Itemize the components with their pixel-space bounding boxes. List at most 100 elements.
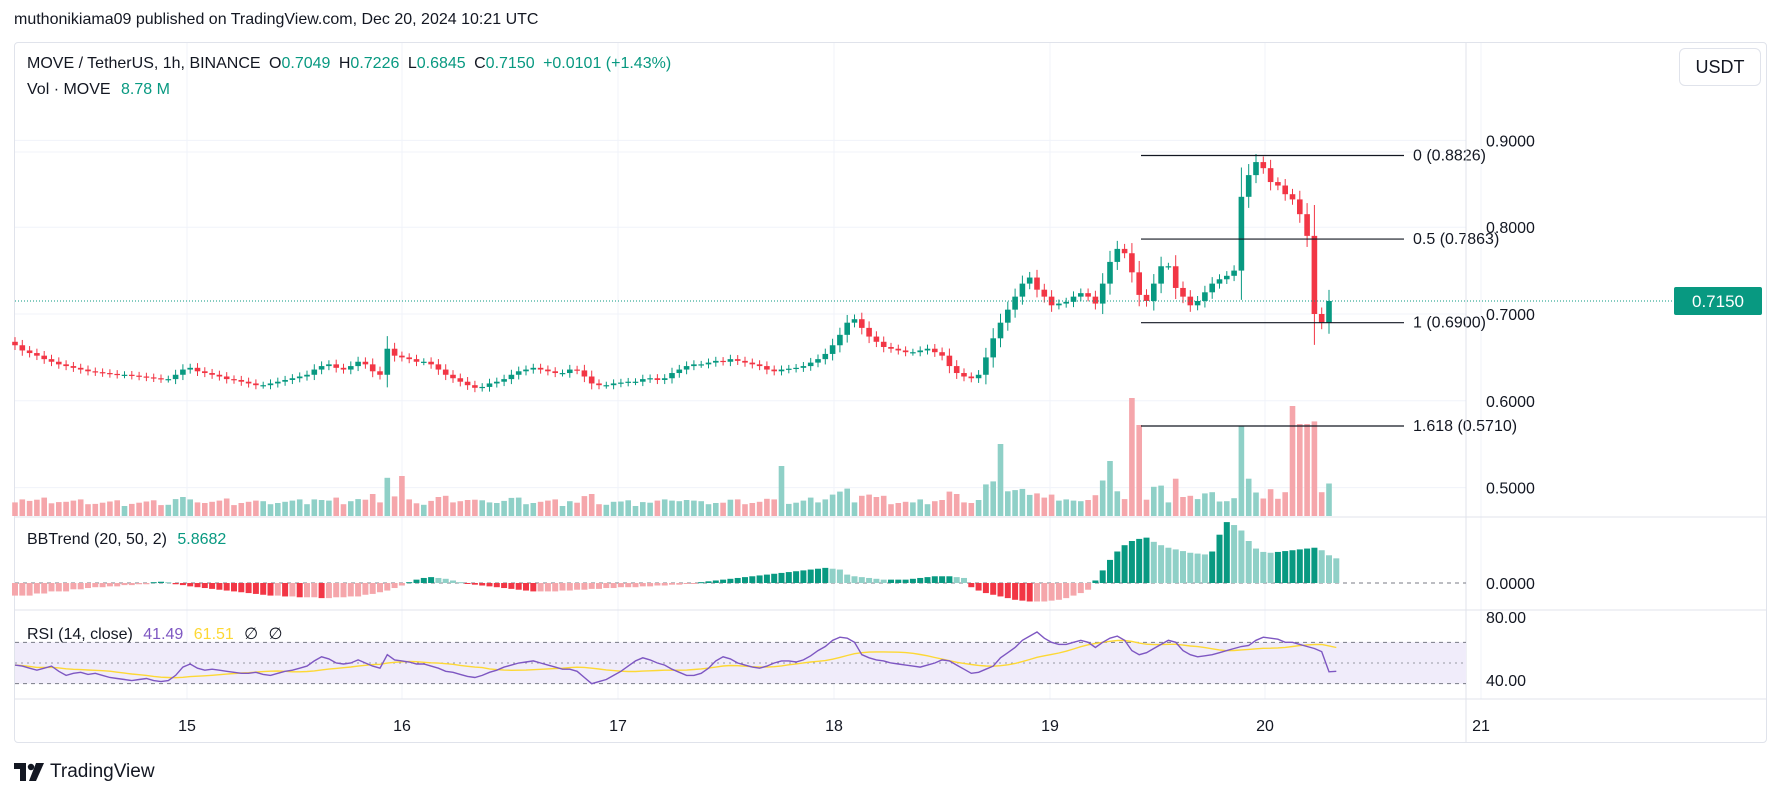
rsi-label[interactable]: RSI (14, close) [27,626,133,643]
bbtrend-bar [1304,548,1311,583]
volume-bar [1048,494,1055,516]
candle-body [888,346,894,349]
volume-bar [691,500,697,516]
candle-body [771,369,777,372]
candle-body [567,369,573,374]
bbtrend-bar [1041,583,1048,602]
bbtrend-bar [355,583,362,597]
candle-body [63,364,69,367]
bbtrend-bar [311,583,318,598]
bbtrend-bar [179,583,186,586]
bbtrend-bar [1238,530,1245,583]
bbtrend-bar [1289,550,1296,583]
candle-body [1326,300,1332,323]
candle-body [494,381,500,384]
candle-body [523,369,529,372]
candle-body [1245,175,1252,197]
candle-body [1304,214,1310,236]
bbtrend-bar [822,567,829,583]
volume-bar [1114,491,1121,516]
bbtrend-bar [756,575,763,583]
price-tick-label: 0.6000 [1486,394,1535,411]
bbtrend-bar [158,581,164,583]
candle-body [1209,283,1215,293]
volume-bar [238,503,245,516]
candle-body [399,355,405,358]
candle-body [713,360,719,363]
candle-body [691,364,697,367]
candle-body [1048,296,1055,306]
candle-body [880,341,887,347]
volume-bar [625,500,631,516]
bbtrend-bar [413,579,420,583]
candle-body [756,364,763,367]
volume-bar [1304,424,1310,516]
bbtrend-bar [676,583,683,585]
candle-body [1172,266,1179,288]
candle-body [1253,162,1259,176]
bbtrend-bar [1092,580,1099,583]
bbtrend-bar [55,583,62,592]
bbtrend-bar [1026,583,1033,602]
bbtrend-label[interactable]: BBTrend (20, 50, 2) [27,531,167,548]
volume-value: 8.78 M [121,81,170,98]
candle-body [41,355,47,360]
volume-bar [567,501,573,516]
volume-label[interactable]: Vol · MOVE [27,81,111,98]
bbtrend-bar [19,583,26,596]
bbtrend-bar [48,583,55,592]
high-label: H [338,55,351,72]
candle-body [245,381,252,384]
candle-body [1158,266,1164,284]
volume-bars [12,398,1332,516]
bbtrend-bar [274,583,281,596]
candle-body [1070,296,1077,302]
candle-body [829,345,836,354]
candle-body [19,345,26,351]
candle-body [727,359,734,362]
volume-bar [275,503,281,516]
bbtrend-bar [41,583,48,594]
volume-bar [158,505,164,516]
bbtrend-bar [136,583,143,585]
bbtrend-bar [1209,551,1216,583]
bbtrend-bar [1099,570,1106,583]
bbtrend-bar [836,569,843,583]
candle-body [596,383,602,386]
currency-button[interactable]: USDT [1679,48,1761,86]
candle-body [99,372,106,374]
volume-bar [552,499,558,516]
bbtrend-bar [1172,549,1179,583]
candle-body [603,385,610,387]
candle-body [435,364,442,370]
volume-bar [121,506,128,516]
bbtrend-bar [800,570,807,583]
bbtrend-bar [347,583,354,597]
bbtrend-bar [165,582,172,584]
volume-bar [472,499,478,516]
candle-body [304,374,310,377]
volume-bar [1311,421,1318,516]
volume-bar [610,501,617,516]
volume-bar [647,502,653,516]
bbtrend-bar [406,582,413,584]
candle-body [26,350,33,354]
bbtrend-bar [289,583,296,597]
volume-bar [1005,491,1011,516]
candle-body [1180,287,1186,297]
bbtrend-bar [296,583,303,598]
candle-body [1107,261,1113,284]
bbtrend-bar [362,583,369,595]
volume-bar [1165,502,1172,516]
bbtrend-bar [508,583,515,589]
volume-bar [1129,398,1135,516]
volume-bar [1238,425,1245,516]
bbtrend-bar [1077,583,1084,594]
footer-brand[interactable]: TradingView [14,761,155,783]
volume-bar [1019,488,1026,516]
volume-bar [1289,406,1296,516]
candle-body [158,378,164,380]
volume-bar [1253,492,1259,516]
symbol-label[interactable]: MOVE / TetherUS, 1h, BINANCE [27,55,261,72]
